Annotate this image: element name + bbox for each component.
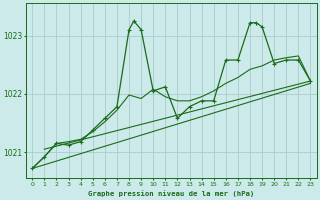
X-axis label: Graphe pression niveau de la mer (hPa): Graphe pression niveau de la mer (hPa) bbox=[88, 190, 254, 197]
